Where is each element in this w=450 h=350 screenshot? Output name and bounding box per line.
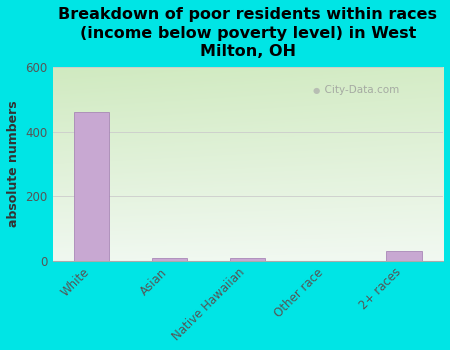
Bar — [152, 258, 187, 261]
Text: City-Data.com: City-Data.com — [318, 85, 399, 96]
Bar — [387, 251, 422, 261]
Bar — [74, 112, 109, 261]
Title: Breakdown of poor residents within races
(income below poverty level) in West
Mi: Breakdown of poor residents within races… — [58, 7, 437, 59]
Text: ●: ● — [312, 86, 319, 95]
Bar — [230, 258, 266, 261]
Y-axis label: absolute numbers: absolute numbers — [7, 101, 20, 227]
